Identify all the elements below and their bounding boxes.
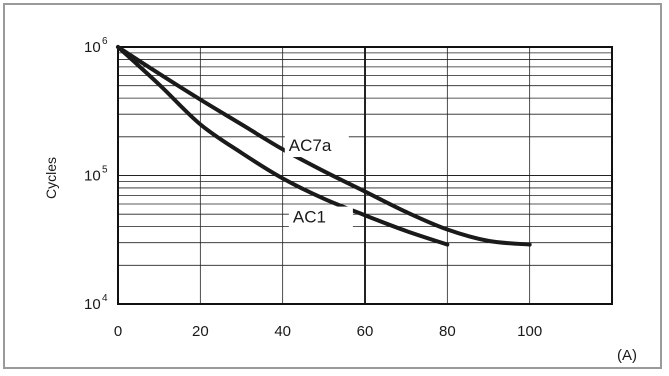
series-label-ac7a: AC7a <box>289 136 332 155</box>
y-tick-exponent: 4 <box>102 293 108 304</box>
x-tick-label: 20 <box>192 323 209 340</box>
y-tick-label: 10 <box>84 168 101 185</box>
x-axis-unit: (A) <box>617 347 637 364</box>
series-label-bg <box>288 206 353 229</box>
y-tick-label: 10 <box>84 39 101 56</box>
series-label-ac1: AC1 <box>293 208 326 227</box>
x-tick-label: 80 <box>439 323 456 340</box>
series-label-bg <box>284 135 349 158</box>
x-tick-label: 0 <box>114 323 122 340</box>
grid <box>117 46 613 305</box>
y-tick-label: 10 <box>84 296 101 313</box>
plot-border <box>117 46 613 305</box>
y-tick-exponent: 5 <box>102 165 108 176</box>
x-tick-label: 60 <box>357 323 374 340</box>
x-tick-label: 100 <box>517 323 542 340</box>
series-line-ac7a <box>116 45 532 247</box>
series-line-ac1 <box>116 45 450 247</box>
x-tick-label: 40 <box>274 323 291 340</box>
series-lines <box>116 45 532 247</box>
chart-frame <box>3 3 662 369</box>
y-tick-exponent: 6 <box>102 36 108 47</box>
y-axis-label: Cycles <box>43 157 59 199</box>
